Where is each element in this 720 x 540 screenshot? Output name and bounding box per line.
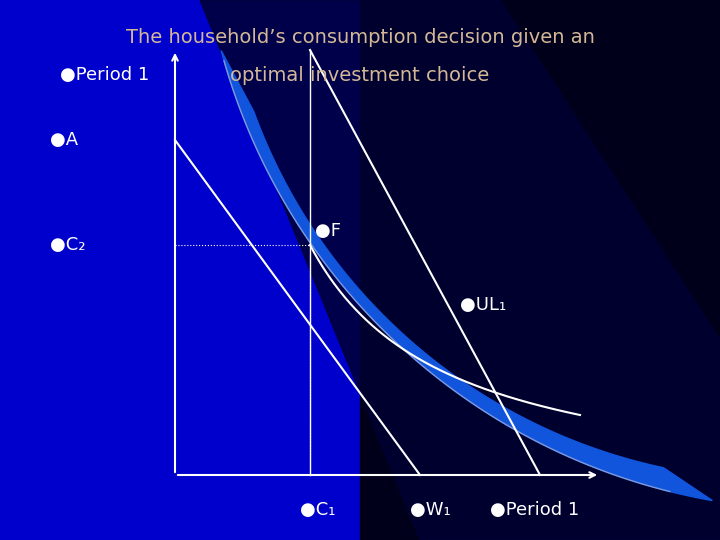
- Text: ●F: ●F: [315, 222, 341, 240]
- Text: ●Period 1: ●Period 1: [490, 501, 580, 519]
- Polygon shape: [200, 0, 720, 540]
- Text: ●Period 1: ●Period 1: [60, 66, 149, 84]
- Text: ●C₂: ●C₂: [50, 236, 86, 254]
- Polygon shape: [221, 50, 712, 501]
- Text: The household’s consumption decision given an: The household’s consumption decision giv…: [125, 28, 595, 48]
- Text: ●C₁: ●C₁: [300, 501, 336, 519]
- Text: ●W₁: ●W₁: [410, 501, 451, 519]
- Text: ●A: ●A: [50, 131, 78, 149]
- Text: optimal investment choice: optimal investment choice: [230, 66, 490, 85]
- Text: ●UL₁: ●UL₁: [460, 296, 506, 314]
- Polygon shape: [360, 0, 720, 540]
